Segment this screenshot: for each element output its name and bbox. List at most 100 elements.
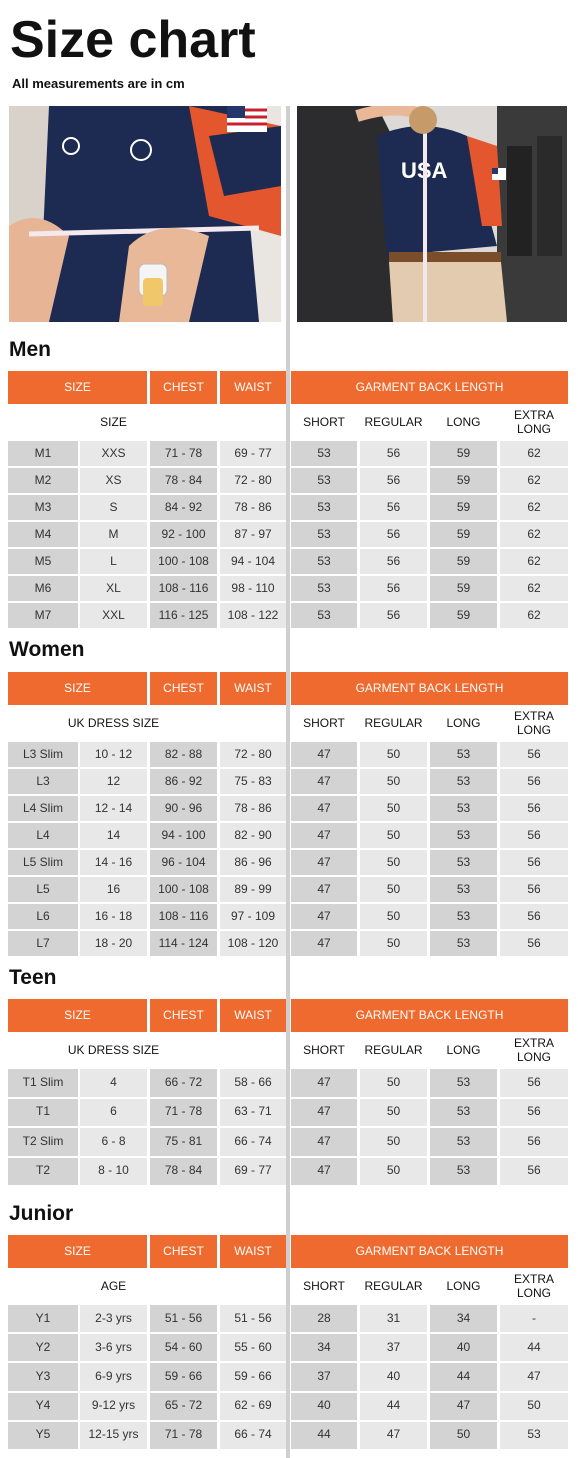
junior-header-chest: CHEST <box>150 1235 217 1268</box>
men-table-cell: 62 <box>500 522 568 547</box>
teen-length-label-extra-long: EXTRA LONG <box>500 1034 568 1068</box>
men-table-cell: 72 - 80 <box>220 468 286 493</box>
men-table-cell: 56 <box>360 522 427 547</box>
men-table-cell: 62 <box>500 468 568 493</box>
women-table-cell: 53 <box>430 904 497 929</box>
women-table-cell: L3 <box>8 769 78 794</box>
teen-table-cell: 56 <box>500 1098 568 1126</box>
teen-table-cell: 47 <box>291 1098 357 1126</box>
men-size-label: SIZE <box>44 406 183 440</box>
teen-table-cell: T1 Slim <box>8 1069 78 1097</box>
men-table-cell: 84 - 92 <box>150 495 217 520</box>
teen-table-cell: 50 <box>360 1157 427 1185</box>
women-table-cell: 47 <box>291 850 357 875</box>
women-table-cell: 50 <box>360 769 427 794</box>
men-table-cell: M3 <box>8 495 78 520</box>
junior-table-cell: 40 <box>360 1363 427 1391</box>
teen-table-cell: 50 <box>360 1128 427 1156</box>
teen-table-cell: 53 <box>430 1069 497 1097</box>
junior-table-cell: 50 <box>430 1421 497 1449</box>
men-table-cell: 53 <box>291 441 357 466</box>
men-table-cell: 108 - 122 <box>220 603 286 628</box>
men-table-cell: 59 <box>430 495 497 520</box>
men-table-cell: 56 <box>360 468 427 493</box>
junior-table-cell: 71 - 78 <box>150 1421 217 1449</box>
junior-table-cell: 6-9 yrs <box>80 1363 147 1391</box>
men-header-chest: CHEST <box>150 371 217 404</box>
women-table-cell: 56 <box>500 742 568 767</box>
women-table-cell: 50 <box>360 742 427 767</box>
men-header-garment-back-length: GARMENT BACK LENGTH <box>291 371 568 404</box>
men-table-cell: M <box>80 522 147 547</box>
junior-header-waist: WAIST <box>220 1235 286 1268</box>
women-table-cell: 47 <box>291 742 357 767</box>
men-length-label-long: LONG <box>430 406 497 440</box>
men-table-cell: M4 <box>8 522 78 547</box>
men-table-cell: L <box>80 549 147 574</box>
men-table-cell: XXS <box>80 441 147 466</box>
women-header-garment-back-length: GARMENT BACK LENGTH <box>291 672 568 705</box>
women-table-cell: 10 - 12 <box>80 742 147 767</box>
women-table-cell: 53 <box>430 796 497 821</box>
women-header-size: SIZE <box>8 672 147 705</box>
men-table-cell: 53 <box>291 468 357 493</box>
men-table-cell: 56 <box>360 495 427 520</box>
back-length-measurement-photo: USA <box>297 106 567 322</box>
junior-table-cell: 34 <box>430 1305 497 1333</box>
junior-table-cell: - <box>500 1305 568 1333</box>
teen-table-cell: 56 <box>500 1069 568 1097</box>
teen-table-cell: 58 - 66 <box>220 1069 286 1097</box>
teen-table-cell: 50 <box>360 1069 427 1097</box>
teen-table-cell: 50 <box>360 1098 427 1126</box>
women-table-cell: 78 - 86 <box>220 796 286 821</box>
teen-table-cell: T2 Slim <box>8 1128 78 1156</box>
junior-table-cell: 47 <box>360 1421 427 1449</box>
teen-length-label-short: SHORT <box>291 1034 357 1068</box>
junior-table-cell: 9-12 yrs <box>80 1392 147 1420</box>
women-table-cell: 53 <box>430 850 497 875</box>
men-table-cell: 71 - 78 <box>150 441 217 466</box>
junior-table-cell: 62 - 69 <box>220 1392 286 1420</box>
men-table-cell: 116 - 125 <box>150 603 217 628</box>
women-table-cell: 56 <box>500 769 568 794</box>
junior-table-cell: Y5 <box>8 1421 78 1449</box>
men-table-cell: M1 <box>8 441 78 466</box>
women-table-cell: 14 - 16 <box>80 850 147 875</box>
women-table-cell: 47 <box>291 931 357 956</box>
men-section-title: Men <box>9 338 51 361</box>
women-table-cell: 86 - 92 <box>150 769 217 794</box>
teen-table-cell: 53 <box>430 1128 497 1156</box>
men-table-cell: 62 <box>500 441 568 466</box>
men-table-cell: 78 - 84 <box>150 468 217 493</box>
teen-table-cell: 75 - 81 <box>150 1128 217 1156</box>
women-table-cell: 53 <box>430 823 497 848</box>
teen-table-cell: 69 - 77 <box>220 1157 286 1185</box>
teen-size-label: UK DRESS SIZE <box>44 1034 183 1068</box>
men-table-cell: 62 <box>500 495 568 520</box>
women-table-cell: 16 - 18 <box>80 904 147 929</box>
women-size-label: UK DRESS SIZE <box>44 707 183 741</box>
junior-length-label-short: SHORT <box>291 1270 357 1304</box>
junior-table-cell: 59 - 66 <box>220 1363 286 1391</box>
teen-length-label-regular: REGULAR <box>360 1034 427 1068</box>
men-table-cell: 94 - 104 <box>220 549 286 574</box>
junior-header-garment-back-length: GARMENT BACK LENGTH <box>291 1235 568 1268</box>
teen-table-cell: 56 <box>500 1128 568 1156</box>
junior-length-label-long: LONG <box>430 1270 497 1304</box>
junior-table-cell: 12-15 yrs <box>80 1421 147 1449</box>
men-table-cell: 56 <box>360 603 427 628</box>
women-length-label-extra-long: EXTRA LONG <box>500 707 568 741</box>
women-table-cell: 56 <box>500 931 568 956</box>
women-table-cell: L3 Slim <box>8 742 78 767</box>
teen-length-label-long: LONG <box>430 1034 497 1068</box>
women-table-cell: 53 <box>430 931 497 956</box>
chest-measurement-photo <box>9 106 281 322</box>
women-table-cell: 47 <box>291 796 357 821</box>
junior-table-cell: Y3 <box>8 1363 78 1391</box>
men-table-cell: 69 - 77 <box>220 441 286 466</box>
women-table-cell: 18 - 20 <box>80 931 147 956</box>
teen-section-title: Teen <box>9 966 57 989</box>
women-table-cell: 47 <box>291 904 357 929</box>
men-table-cell: 98 - 110 <box>220 576 286 601</box>
women-table-cell: L6 <box>8 904 78 929</box>
